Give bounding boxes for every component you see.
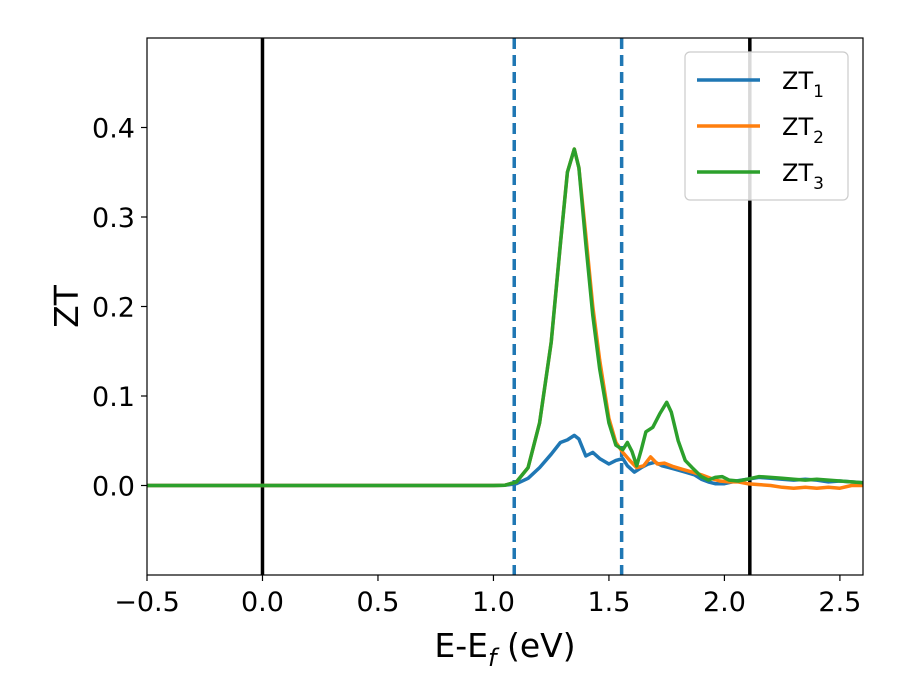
x-axis-label: E-Ef (eV) [434, 626, 575, 672]
y-tick-label: 0.4 [92, 114, 135, 145]
x-tick-label: 1.0 [472, 587, 515, 618]
x-axis-label-main: E-E [434, 626, 488, 665]
x-tick-label: 0.0 [241, 587, 284, 618]
y-axis-label: ZT [47, 284, 86, 328]
legend-label-sub: 1 [813, 82, 824, 102]
x-tick-label: 0.5 [356, 587, 399, 618]
x-axis-label-tail: (eV) [496, 626, 575, 665]
legend-box [684, 51, 849, 201]
legend-label-main: ZT [782, 159, 813, 187]
y-tick-label: 0.0 [92, 472, 135, 503]
y-tick-label: 0.2 [92, 293, 135, 324]
legend-label-main: ZT [782, 113, 813, 141]
legend-label-sub: 3 [813, 174, 824, 194]
x-tick-label: 2.5 [818, 587, 861, 618]
y-tick-label: 0.1 [92, 382, 135, 413]
legend-label-3: ZT3 [782, 159, 824, 194]
legend-label-main: ZT [782, 67, 813, 95]
x-tick-label: 2.0 [703, 587, 746, 618]
series-line-3 [147, 147, 863, 488]
x-tick-label: −0.5 [114, 587, 180, 618]
x-tick-label: 1.5 [587, 587, 630, 618]
legend-label-2: ZT2 [782, 113, 824, 148]
y-tick-label: 0.3 [92, 203, 135, 234]
legend-label-sub: 2 [813, 128, 824, 148]
axis-ticks: −0.5 0.0 0.5 1.0 1.5 2.0 2.5 0.0 0.1 0.2 0.3 0.4 [92, 114, 861, 619]
legend-label-1: ZT1 [782, 67, 824, 102]
